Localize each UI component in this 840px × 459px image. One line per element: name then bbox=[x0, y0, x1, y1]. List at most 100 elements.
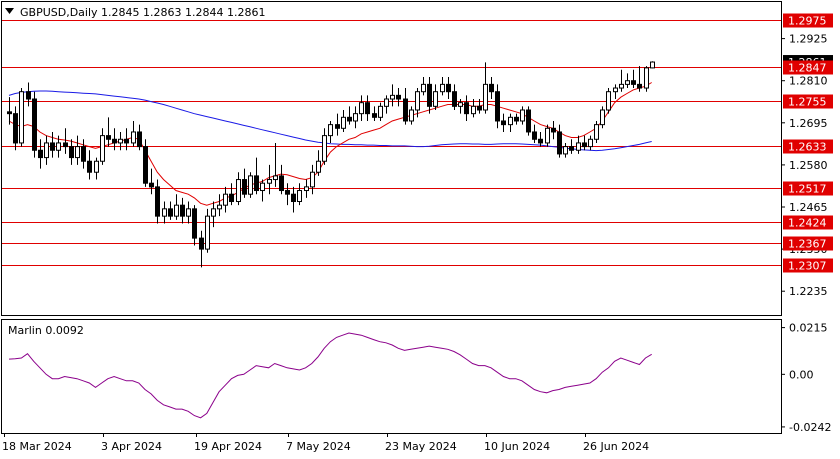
candle[interactable] bbox=[427, 77, 432, 114]
candle[interactable] bbox=[403, 88, 408, 125]
candle[interactable] bbox=[501, 113, 506, 132]
candles[interactable] bbox=[7, 61, 655, 268]
candle[interactable] bbox=[471, 99, 476, 118]
candle[interactable] bbox=[87, 150, 92, 180]
candle[interactable] bbox=[100, 128, 105, 165]
candle[interactable] bbox=[75, 135, 80, 165]
candle[interactable] bbox=[650, 61, 655, 69]
candle[interactable] bbox=[576, 135, 581, 154]
candle[interactable] bbox=[625, 73, 630, 89]
candle[interactable] bbox=[143, 139, 148, 187]
candle[interactable] bbox=[532, 124, 537, 143]
candle[interactable] bbox=[199, 230, 204, 268]
candle[interactable] bbox=[464, 95, 469, 121]
candle[interactable] bbox=[458, 99, 463, 114]
candle[interactable] bbox=[433, 84, 438, 110]
candle[interactable] bbox=[316, 150, 321, 176]
candle[interactable] bbox=[63, 128, 68, 154]
candle[interactable] bbox=[545, 124, 550, 147]
candle[interactable] bbox=[508, 113, 513, 132]
candle[interactable] bbox=[322, 128, 327, 165]
candle[interactable] bbox=[483, 62, 488, 114]
candle[interactable] bbox=[106, 117, 111, 147]
candle[interactable] bbox=[285, 183, 290, 206]
candle[interactable] bbox=[440, 77, 445, 96]
candle[interactable] bbox=[180, 197, 185, 224]
candle[interactable] bbox=[279, 164, 284, 195]
candle[interactable] bbox=[446, 77, 451, 100]
candle[interactable] bbox=[124, 128, 129, 151]
candle[interactable] bbox=[155, 179, 160, 224]
candle[interactable] bbox=[335, 113, 340, 136]
candle[interactable] bbox=[341, 109, 346, 132]
candle[interactable] bbox=[260, 179, 265, 202]
candle[interactable] bbox=[396, 88, 401, 107]
candle[interactable] bbox=[297, 183, 302, 206]
candle[interactable] bbox=[582, 135, 587, 151]
candle[interactable] bbox=[415, 88, 420, 118]
candle[interactable] bbox=[563, 142, 568, 158]
candle[interactable] bbox=[186, 201, 191, 224]
candle[interactable] bbox=[267, 164, 272, 195]
candle[interactable] bbox=[477, 99, 482, 114]
candle[interactable] bbox=[353, 106, 358, 129]
candle[interactable] bbox=[174, 194, 179, 220]
candle[interactable] bbox=[168, 201, 173, 220]
candle[interactable] bbox=[192, 205, 197, 246]
candle[interactable] bbox=[637, 66, 642, 92]
candle[interactable] bbox=[489, 77, 494, 100]
candle[interactable] bbox=[44, 135, 49, 165]
candle[interactable] bbox=[538, 131, 543, 147]
candle[interactable] bbox=[118, 131, 123, 151]
candle[interactable] bbox=[149, 168, 154, 195]
candle[interactable] bbox=[619, 69, 624, 92]
candle[interactable] bbox=[304, 179, 309, 198]
candle[interactable] bbox=[365, 95, 370, 121]
candle[interactable] bbox=[384, 95, 389, 114]
candle[interactable] bbox=[229, 183, 234, 206]
candle[interactable] bbox=[273, 142, 278, 187]
candle[interactable] bbox=[372, 106, 377, 121]
candle[interactable] bbox=[291, 186, 296, 213]
candle[interactable] bbox=[495, 84, 500, 129]
candle[interactable] bbox=[600, 106, 605, 129]
candle[interactable] bbox=[81, 139, 86, 169]
candle[interactable] bbox=[631, 69, 636, 89]
candle[interactable] bbox=[644, 66, 649, 92]
candle[interactable] bbox=[254, 157, 259, 195]
candle[interactable] bbox=[38, 139, 43, 169]
candle[interactable] bbox=[569, 139, 574, 154]
candle[interactable] bbox=[606, 88, 611, 114]
candle[interactable] bbox=[588, 135, 593, 151]
candle[interactable] bbox=[409, 106, 414, 125]
candle[interactable] bbox=[137, 124, 142, 151]
candle[interactable] bbox=[50, 131, 55, 158]
candle[interactable] bbox=[32, 91, 37, 158]
candle[interactable] bbox=[557, 124, 562, 158]
candle[interactable] bbox=[236, 172, 241, 206]
candle[interactable] bbox=[248, 172, 253, 198]
candle[interactable] bbox=[310, 164, 315, 195]
candle[interactable] bbox=[211, 201, 216, 228]
candle[interactable] bbox=[223, 186, 228, 213]
candle[interactable] bbox=[94, 157, 99, 180]
candle[interactable] bbox=[162, 201, 167, 224]
candle[interactable] bbox=[359, 95, 364, 121]
candle[interactable] bbox=[551, 120, 556, 140]
candle[interactable] bbox=[613, 84, 618, 100]
candle[interactable] bbox=[19, 88, 24, 147]
candle[interactable] bbox=[56, 135, 61, 158]
candle[interactable] bbox=[26, 82, 31, 107]
candle[interactable] bbox=[242, 168, 247, 198]
candle[interactable] bbox=[421, 77, 426, 96]
triangle-down-icon[interactable] bbox=[5, 8, 14, 14]
candle[interactable] bbox=[378, 102, 383, 121]
candle[interactable] bbox=[526, 106, 531, 136]
candle[interactable] bbox=[112, 128, 117, 151]
candle[interactable] bbox=[217, 194, 222, 217]
support-resistance-levels[interactable] bbox=[2, 20, 781, 266]
candle[interactable] bbox=[514, 113, 519, 125]
candle[interactable] bbox=[69, 139, 74, 165]
candle[interactable] bbox=[7, 97, 12, 125]
